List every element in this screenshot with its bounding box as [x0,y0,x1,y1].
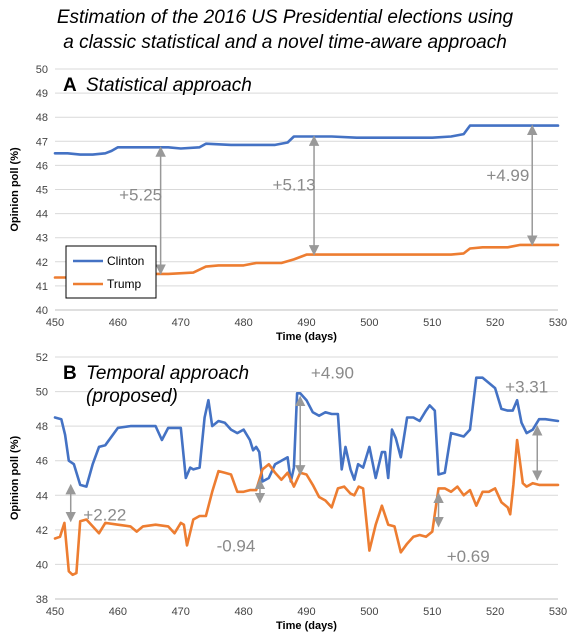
chart2-x-tick-label: 470 [172,606,190,618]
chart2-annotation-label: +4.90 [311,364,354,383]
chart2-x-tick-label: 460 [109,606,127,618]
chart1-x-tick-label: 500 [360,317,378,329]
chart1-x-tick-label: 490 [297,317,315,329]
chart1-x-tick-label: 470 [172,317,190,329]
chart1-y-tick-label: 41 [36,281,48,293]
chart2-group: 38 40 42 44 46 48 50 52 450 460 470 480 490 500 510 520… [9,352,567,632]
legend-label-clinton: Clinton [107,254,144,268]
chart2-y-tick-label: 50 [36,387,48,399]
chart1-x-tick-label: 450 [46,317,64,329]
chart1-y-tick-label: 45 [36,185,48,197]
chart1-annotation-label: +5.13 [273,176,316,195]
figure-title-line1: Estimation of the 2016 US Presidential e… [56,7,514,28]
chart1-y-tick-label: 50 [36,64,48,76]
chart1-y-tick-label: 43 [36,233,48,245]
chart1-x-tick-label: 480 [234,317,252,329]
chart2-y-tick-label: 40 [36,559,48,571]
chart2-y-tick-label: 44 [36,490,48,502]
chart1-x-tick-label: 530 [549,317,567,329]
chart2-annotation-label: +0.69 [447,547,490,566]
chart1-x-tick-label: 520 [486,317,504,329]
chart2-y-tick-label: 42 [36,525,48,537]
chart2-title: Temporal approach [86,363,249,384]
chart1-y-tick-label: 49 [36,88,48,100]
chart1-y-tick-label: 42 [36,257,48,269]
chart2-x-tick-label: 520 [486,606,504,618]
chart2-y-tick-label: 48 [36,421,48,433]
chart2-x-tick-label: 500 [360,606,378,618]
chart2-series-clinton-line [53,376,560,488]
chart2-title-line2: (proposed) [86,386,178,407]
chart2-y-tick-label: 46 [36,456,48,468]
chart1-annotation-label: +4.99 [486,166,529,185]
chart2-annotation-label: -0.94 [217,536,256,555]
chart1-legend: Clinton Trump [65,245,157,299]
chart2-panel-letter: B [63,363,77,384]
chart2-x-tick-label: 510 [423,606,441,618]
chart2-series-trump-line [53,438,560,577]
chart1-y-tick-label: 47 [36,136,48,148]
chart1-x-tick-label: 460 [109,317,127,329]
chart1-panel-letter: A [63,75,77,96]
chart2-x-axis-title: Time (days) [276,620,337,632]
chart1-y-axis-title: Opinion poll (%) [9,147,21,232]
chart2-y-axis-title: Opinion poll (%) [9,436,21,521]
chart1-series-clinton-line [53,124,560,156]
chart2-annotation-label: +2.22 [83,505,126,524]
chart1-annotation-label: +5.25 [119,185,162,204]
legend-label-trump: Trump [107,277,142,291]
chart1-y-tick-label: 40 [36,305,48,317]
figure-title-line2: a classic statistical and a novel time-a… [63,32,507,53]
chart1-title: Statistical approach [86,75,252,96]
chart2-x-tick-label: 480 [234,606,252,618]
chart1-y-tick-label: 46 [36,160,48,172]
chart2-x-tick-label: 450 [46,606,64,618]
chart2-y-tick-label: 38 [36,594,48,606]
chart2-y-tick-label: 52 [36,352,48,364]
chart1-x-tick-label: 510 [423,317,441,329]
legend-box [65,245,157,299]
chart2-annotation-label: +3.31 [505,377,548,396]
chart1-group: 40 41 42 43 44 45 46 47 48 49 50 450 460 470 480 490 500… [9,64,567,343]
chart1-y-tick-label: 48 [36,112,48,124]
chart1-y-tick-label: 44 [36,209,48,221]
chart1-x-axis-title: Time (days) [276,331,337,343]
chart2-x-tick-label: 490 [297,606,315,618]
chart2-x-tick-label: 530 [549,606,567,618]
